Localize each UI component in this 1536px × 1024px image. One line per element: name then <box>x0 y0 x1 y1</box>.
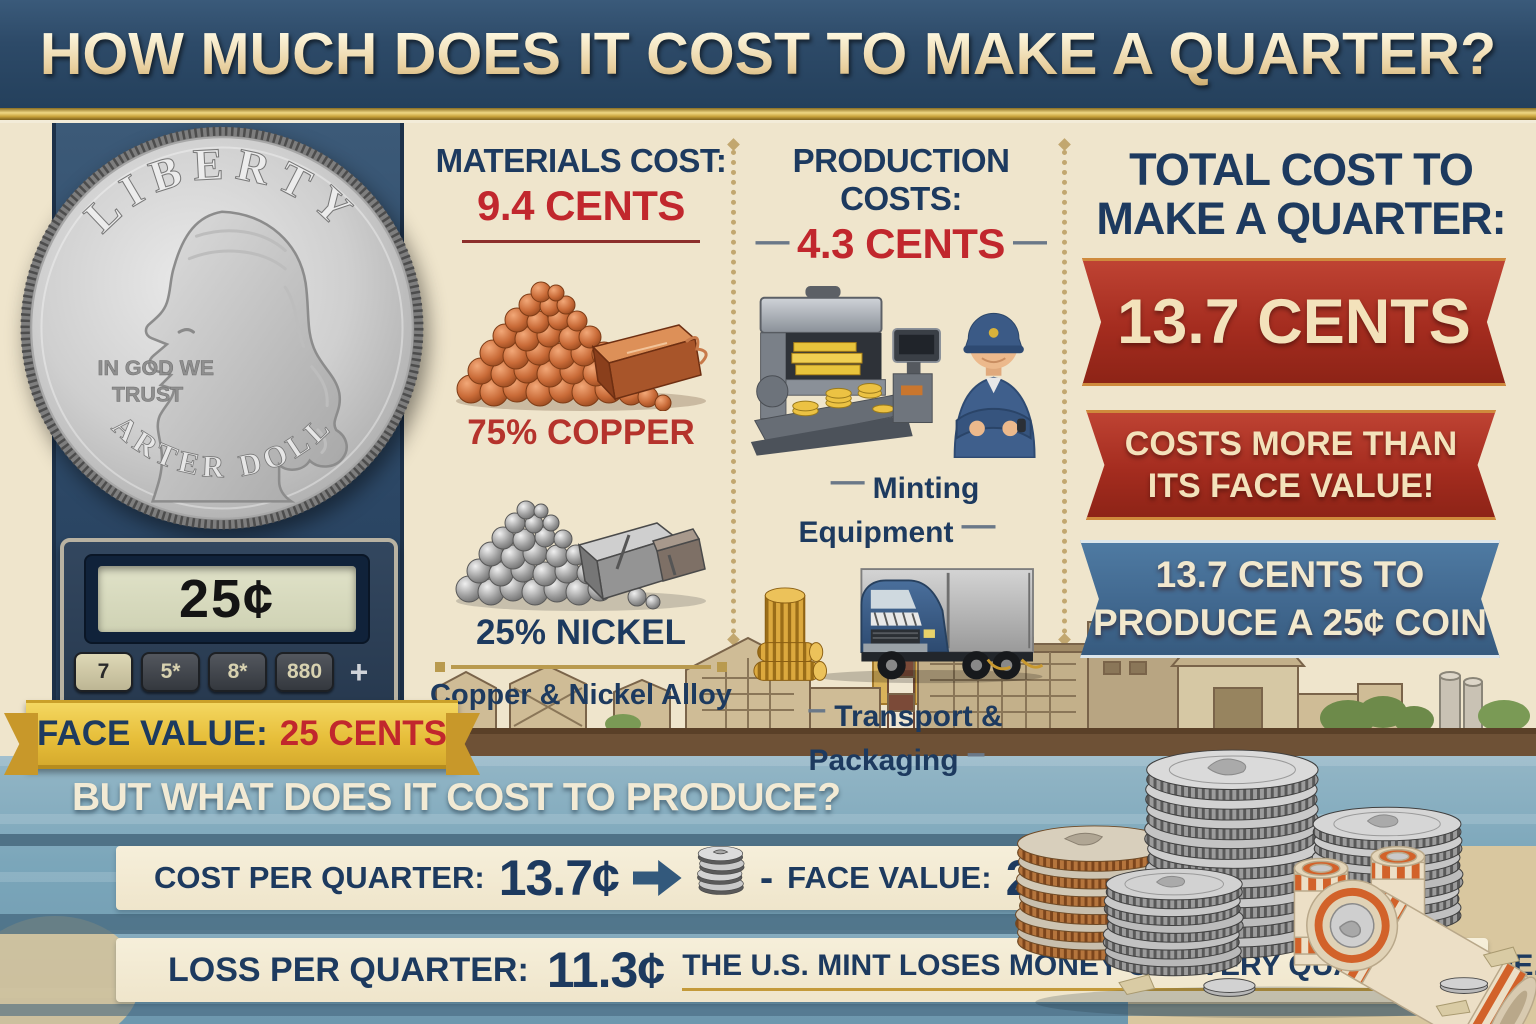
compare-line2: ITS FACE VALUE! <box>1147 467 1435 505</box>
minting-equipment-label: Minting Equipment <box>798 472 980 549</box>
transport-line: – Transport & Packaging – <box>744 690 1058 778</box>
washington-profile <box>144 210 348 503</box>
scattered-coins <box>1118 946 1520 1017</box>
cost-per-quarter-label: COST PER QUARTER: <box>154 860 485 895</box>
nickel-pellets-illustration <box>455 500 706 611</box>
total-heading-line2: MAKE A QUARTER: <box>1096 192 1506 244</box>
calc-button-1[interactable]: 7 <box>74 652 133 692</box>
arrow-right-icon <box>632 860 682 896</box>
materials-rule <box>462 240 700 243</box>
coin-rolls-stack <box>753 587 827 681</box>
produce-line2: PRODUCE A 25¢ COIN <box>1092 602 1488 643</box>
production-heading: PRODUCTION COSTS: <box>792 142 1010 217</box>
produce-cost-ribbon: 13.7 CENTS TO PRODUCE A 25¢ COIN <box>1080 540 1500 658</box>
calculator-buttons: 7 5* 8* 880 + <box>74 652 376 692</box>
cost-per-quarter-value: 13.7¢ <box>498 850 620 906</box>
minting-equipment-line: — Minting Equipment — <box>744 462 1058 550</box>
calculator-display: 25¢ <box>98 566 356 632</box>
compare-line1: COSTS MORE THAN <box>1124 424 1458 463</box>
materials-heading: MATERIALS COST: <box>435 142 727 179</box>
materials-column: MATERIALS COST: 9.4 CENTS <box>428 142 734 712</box>
mint-worker <box>953 312 1036 458</box>
nickel-ingots <box>577 522 706 602</box>
transport-truck-illustration <box>753 568 1044 684</box>
dash-decor: — <box>830 462 865 500</box>
production-cost-line: —4.3 CENTS — <box>744 220 1058 268</box>
minting-press <box>750 286 941 456</box>
total-heading-line1: TOTAL COST TO <box>1129 144 1474 195</box>
calc-button-3[interactable]: 8* <box>208 652 267 692</box>
delivery-truck <box>860 568 1044 680</box>
dash-decor: – <box>966 734 986 772</box>
coin-motto-line2: TRUST <box>112 382 183 406</box>
copper-label: 75% COPPER <box>467 413 695 452</box>
dash-decor: — <box>755 222 790 260</box>
face-value-amount: 25 CENTS <box>279 714 448 753</box>
page-title: HOW MUCH DOES IT COST TO MAKE A QUARTER? <box>39 21 1497 87</box>
minus-sign: - <box>759 855 774 900</box>
water-streak <box>0 1004 1430 1016</box>
total-cost-ribbon: 13.7 CENTS <box>1082 258 1506 386</box>
front-silver-stack <box>1102 867 1244 977</box>
dotted-divider-left <box>731 150 736 634</box>
coin-motto-line1: IN GOD WE <box>98 356 215 380</box>
gold-divider-rule <box>0 108 1536 123</box>
total-cost-value: 13.7 CENTS <box>1117 287 1471 357</box>
coin-stacks-and-rolls-illustration <box>1015 749 1536 1024</box>
transport-label: Transport & Packaging <box>808 700 1003 777</box>
dash-decor: — <box>1012 222 1047 260</box>
silos-silver <box>1439 671 1483 731</box>
dash-decor: — <box>961 506 996 544</box>
calculator-display-bezel: 25¢ <box>84 554 370 644</box>
production-cost: 4.3 CENTS <box>797 220 1005 267</box>
alloy-footnote: Copper & Nickel Alloy <box>430 679 732 711</box>
water-streak <box>0 914 1100 934</box>
materials-cost: 9.4 CENTS <box>477 182 685 229</box>
water-streak <box>0 834 1046 846</box>
question-heading: BUT WHAT DOES IT COST TO PRODUCE? <box>72 776 841 819</box>
dash-decor: – <box>807 690 827 728</box>
face-value-row-label: FACE VALUE: <box>787 860 992 895</box>
quarter-coin-illustration: LIBERTY QUARTER DOLLAR IN GOD WE TRUST <box>18 124 424 530</box>
loss-per-quarter-value: 11.3¢ <box>546 942 665 998</box>
calc-button-2[interactable]: 5* <box>141 652 200 692</box>
calculator: 25¢ 7 5* 8* 880 + <box>60 538 398 712</box>
production-column: PRODUCTION COSTS: —4.3 CENTS — <box>744 142 1058 778</box>
nickel-label: 25% NICKEL <box>475 613 687 652</box>
banner-fold-left <box>4 713 38 775</box>
loss-per-quarter-label: LOSS PER QUARTER: <box>168 950 529 989</box>
minting-press-and-worker-illustration <box>750 286 1036 458</box>
cost-comparison-strip: COST PER QUARTER: 13.7¢ - FACE VALUE: 25… <box>116 845 1087 910</box>
diagonal-coin-roll <box>1306 879 1536 1024</box>
calc-button-4[interactable]: 880 <box>275 652 334 692</box>
calc-plus-button[interactable]: + <box>349 653 369 690</box>
produce-line1: 13.7 CENTS TO <box>1155 553 1425 595</box>
total-column: TOTAL COST TO MAKE A QUARTER: <box>1076 144 1526 244</box>
gold-divider <box>435 662 727 672</box>
face-value-label: FACE VALUE: <box>36 714 268 753</box>
dotted-divider-right <box>1062 150 1067 634</box>
copper-pellets-illustration <box>456 281 708 411</box>
face-value-banner: FACE VALUE: 25 CENTS <box>4 700 480 775</box>
coin-stack-icon <box>696 845 745 895</box>
trees <box>605 696 1530 736</box>
copper-ingot <box>591 324 702 402</box>
face-value-comparison-ribbon: COSTS MORE THAN ITS FACE VALUE! <box>1086 410 1496 520</box>
title-band: HOW MUCH DOES IT COST TO MAKE A QUARTER? <box>0 0 1536 108</box>
